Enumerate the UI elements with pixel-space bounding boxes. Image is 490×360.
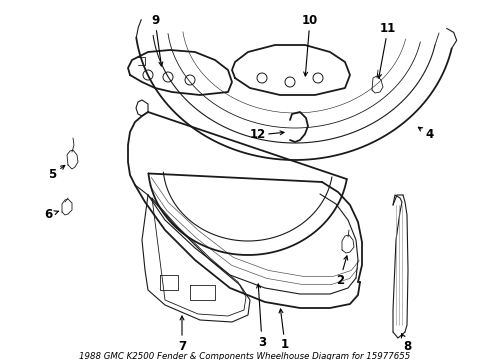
Text: 8: 8: [403, 339, 411, 352]
Text: 4: 4: [426, 129, 434, 141]
Text: 9: 9: [151, 13, 159, 27]
Text: 11: 11: [380, 22, 396, 35]
Text: 10: 10: [302, 13, 318, 27]
Text: 12: 12: [250, 129, 266, 141]
Text: 7: 7: [178, 339, 186, 352]
Text: 2: 2: [336, 274, 344, 287]
Text: 3: 3: [258, 336, 266, 348]
Text: 6: 6: [44, 208, 52, 221]
Text: 1988 GMC K2500 Fender & Components Wheelhouse Diagram for 15977655: 1988 GMC K2500 Fender & Components Wheel…: [79, 352, 411, 360]
Text: 1: 1: [281, 338, 289, 351]
Text: 5: 5: [48, 168, 56, 181]
